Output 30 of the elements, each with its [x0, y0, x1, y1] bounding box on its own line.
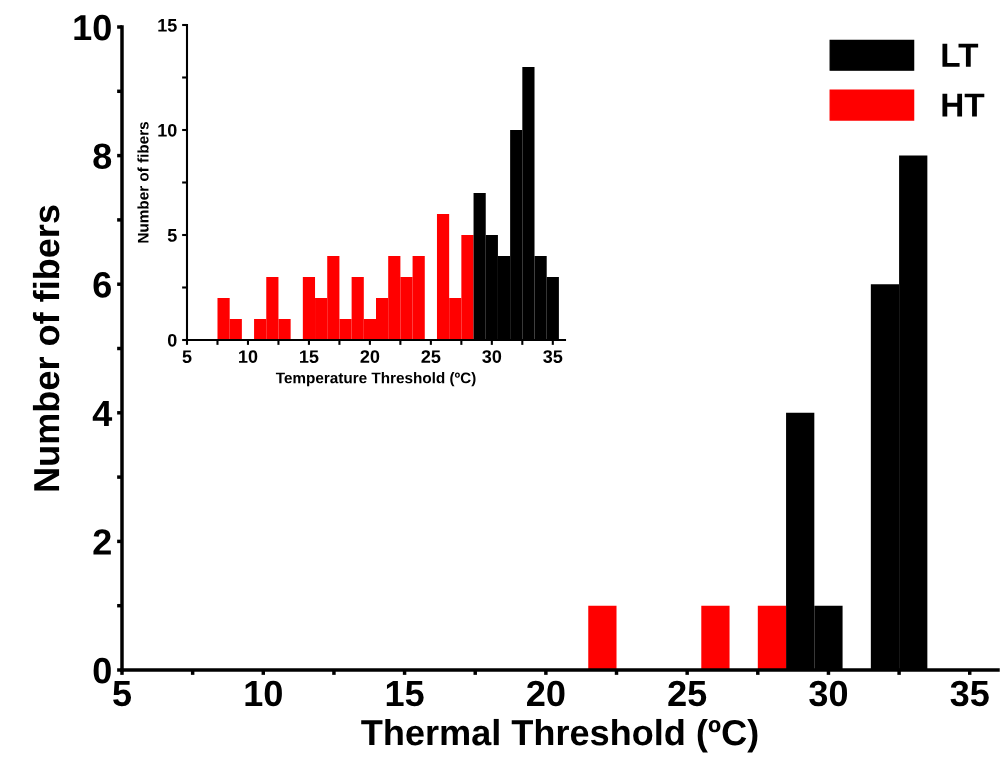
y-axis-title: Number of fibers — [137, 122, 149, 243]
x-tick-label: 35 — [950, 680, 989, 707]
x-axis-title: Temperature Threshold (ºC) — [275, 372, 476, 387]
y-tick-label: 4 — [92, 401, 113, 426]
x-tick-label: 30 — [482, 350, 502, 364]
x-tick-label: 5 — [113, 681, 132, 707]
y-tick-label: 0 — [93, 657, 111, 684]
legend-label: HT — [942, 93, 985, 117]
legend-label: LT — [942, 43, 979, 67]
y-tick-label: 0 — [167, 333, 177, 347]
x-tick-label: 25 — [421, 350, 441, 363]
x-tick-label: 15 — [386, 681, 424, 707]
x-tick-label: 20 — [360, 350, 380, 363]
x-tick-label: 35 — [543, 350, 563, 364]
x-tick-label: 15 — [300, 350, 319, 363]
y-tick-label: 6 — [93, 272, 111, 298]
x-tick-label: 10 — [239, 350, 258, 363]
y-tick-label: 10 — [158, 123, 177, 137]
y-tick-label: 10 — [74, 14, 111, 41]
y-tick-label: 15 — [158, 19, 177, 32]
x-axis-title: Thermal Threshold (ºC) — [361, 718, 758, 753]
y-axis-title: Number of fibers — [32, 205, 60, 491]
x-tick-label: 20 — [527, 680, 565, 707]
y-tick-label: 2 — [93, 529, 111, 555]
y-tick-label: 5 — [167, 229, 177, 242]
x-tick-label: 30 — [809, 680, 848, 707]
x-tick-label: 25 — [668, 680, 707, 707]
x-tick-label: 10 — [245, 680, 282, 707]
y-tick-label: 8 — [93, 143, 112, 170]
x-tick-label: 5 — [182, 350, 192, 363]
